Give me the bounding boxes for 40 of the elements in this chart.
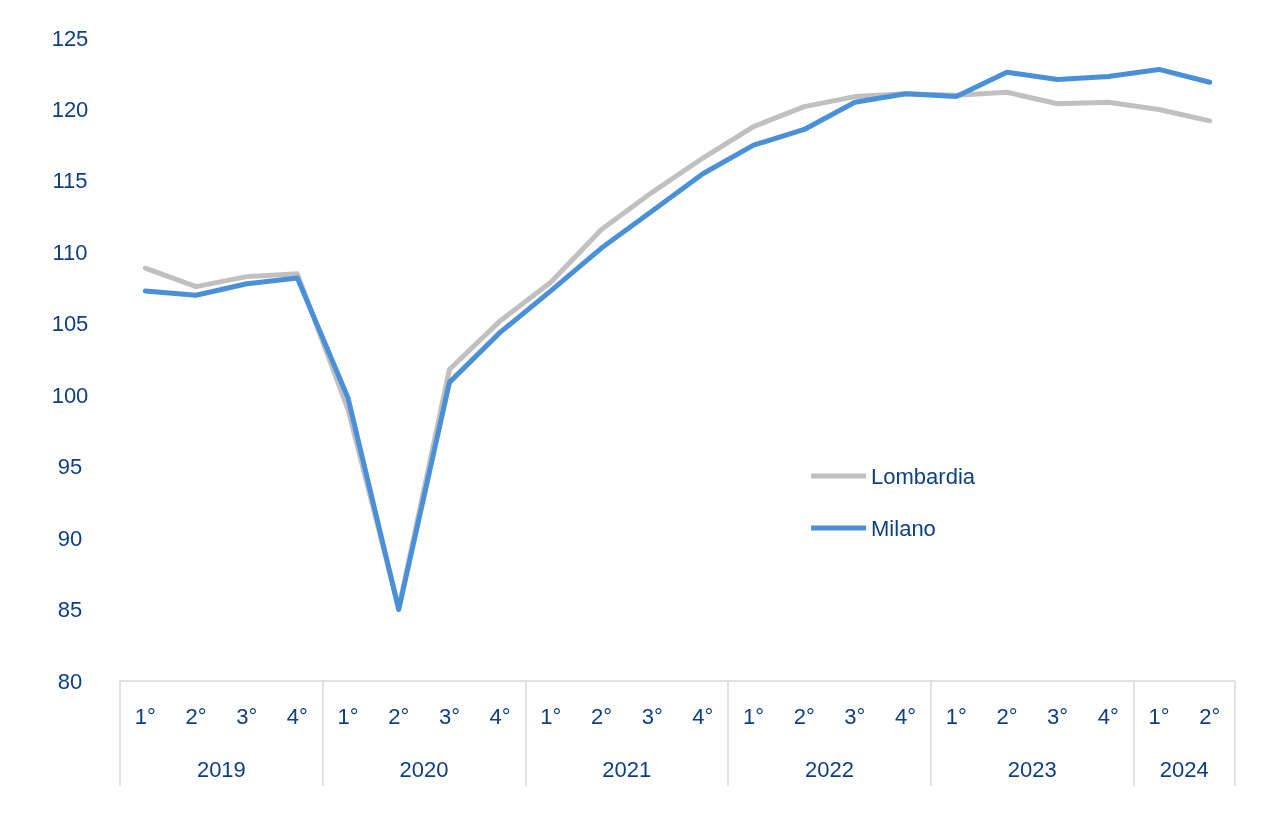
x-tick-label: 2° xyxy=(996,703,1018,729)
x-tick-label: 4° xyxy=(1097,703,1119,729)
y-tick-label: 120 xyxy=(51,96,89,122)
legend-label: Milano xyxy=(871,515,936,541)
x-tick-label: 2° xyxy=(1199,703,1221,729)
x-tick-label: 2° xyxy=(185,703,207,729)
x-tick-label: 2° xyxy=(590,703,612,729)
x-tick-label: 4° xyxy=(489,703,511,729)
x-tick-label: 2° xyxy=(793,703,815,729)
x-tick-label: 1° xyxy=(134,703,156,729)
x-tick-label: 3° xyxy=(1047,703,1069,729)
x-tick-label: 2° xyxy=(388,703,410,729)
x-tick-label: 3° xyxy=(236,703,258,729)
y-tick-label: 85 xyxy=(57,597,83,623)
x-tick-label: 1° xyxy=(743,703,765,729)
text: 2019 xyxy=(196,756,246,782)
y-tick-label: 90 xyxy=(57,525,83,551)
x-tick-label: 1° xyxy=(1148,703,1170,729)
x-tick-label: 3° xyxy=(438,703,460,729)
text: 2021 xyxy=(602,756,652,782)
y-tick-label: 80 xyxy=(57,668,83,694)
x-tick-label: 4° xyxy=(692,703,714,729)
x-tick-label: 1° xyxy=(540,703,562,729)
x-tick-label: 3° xyxy=(641,703,663,729)
text: 2020 xyxy=(399,756,449,782)
text: 2022 xyxy=(805,756,855,782)
x-tick-label: 4° xyxy=(286,703,308,729)
text: 2023 xyxy=(1007,756,1057,782)
y-tick-label: 100 xyxy=(51,382,89,408)
y-tick-label: 95 xyxy=(57,454,83,480)
x-tick-label: 1° xyxy=(945,703,967,729)
y-tick-label: 125 xyxy=(51,25,89,51)
y-tick-label: 105 xyxy=(51,311,89,337)
y-tick-label: 110 xyxy=(52,239,88,265)
legend-label: Lombardia xyxy=(871,463,976,489)
x-tick-label: 1° xyxy=(337,703,359,729)
x-tick-label: 4° xyxy=(895,703,917,729)
y-tick-label: 115 xyxy=(52,168,88,194)
x-tick-label: 3° xyxy=(844,703,866,729)
text: 2024 xyxy=(1159,756,1209,782)
